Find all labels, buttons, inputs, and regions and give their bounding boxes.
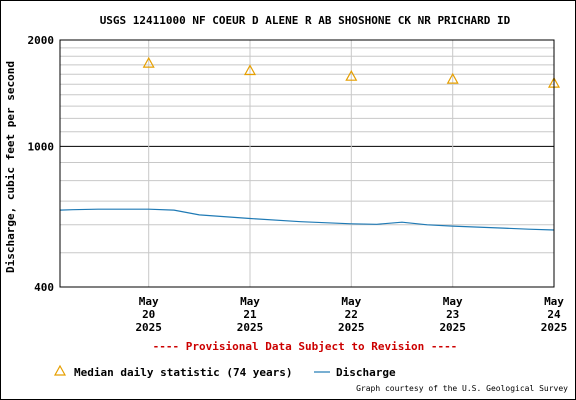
plot-border <box>59 39 555 288</box>
x-tick-label: May <box>443 295 463 308</box>
median-marker <box>446 72 459 84</box>
data-layer <box>59 56 561 231</box>
x-tick-label: 21 <box>243 308 257 321</box>
y-axis-label: Discharge, cubic feet per second <box>4 61 17 273</box>
x-tick-label: 2025 <box>237 321 264 334</box>
x-tick-label: 22 <box>345 308 358 321</box>
grid-layer <box>60 39 555 288</box>
median-marker <box>345 69 358 81</box>
y-tick-label: 2000 <box>28 34 55 47</box>
x-tick-label: 2025 <box>135 321 162 334</box>
legend-median-label: Median daily statistic (74 years) <box>74 366 293 379</box>
label-layer: 40010002000May202025May212025May222025Ma… <box>28 34 568 334</box>
y-tick-label: 1000 <box>28 140 55 153</box>
x-tick-label: 20 <box>142 308 155 321</box>
legend-median-triangle-icon <box>53 364 67 376</box>
x-tick-label: May <box>139 295 159 308</box>
x-tick-label: 23 <box>446 308 459 321</box>
x-tick-label: 2025 <box>338 321 365 334</box>
chart-title: USGS 12411000 NF COEUR D ALENE R AB SHOS… <box>100 14 511 27</box>
legend: Median daily statistic (74 years) Discha… <box>53 364 396 379</box>
median-marker <box>142 56 155 68</box>
x-tick-label: May <box>240 295 260 308</box>
credit-text: Graph courtesy of the U.S. Geological Su… <box>356 384 568 393</box>
y-tick-label: 400 <box>34 281 54 294</box>
x-tick-label: 2025 <box>541 321 568 334</box>
provisional-notice: ---- Provisional Data Subject to Revisio… <box>153 340 458 353</box>
median-marker <box>243 64 257 76</box>
x-tick-label: May <box>341 295 361 308</box>
x-tick-label: 24 <box>547 308 561 321</box>
legend-discharge-label: Discharge <box>336 366 396 379</box>
x-tick-label: 2025 <box>439 321 466 334</box>
x-tick-label: May <box>544 295 564 308</box>
discharge-line <box>59 208 555 231</box>
